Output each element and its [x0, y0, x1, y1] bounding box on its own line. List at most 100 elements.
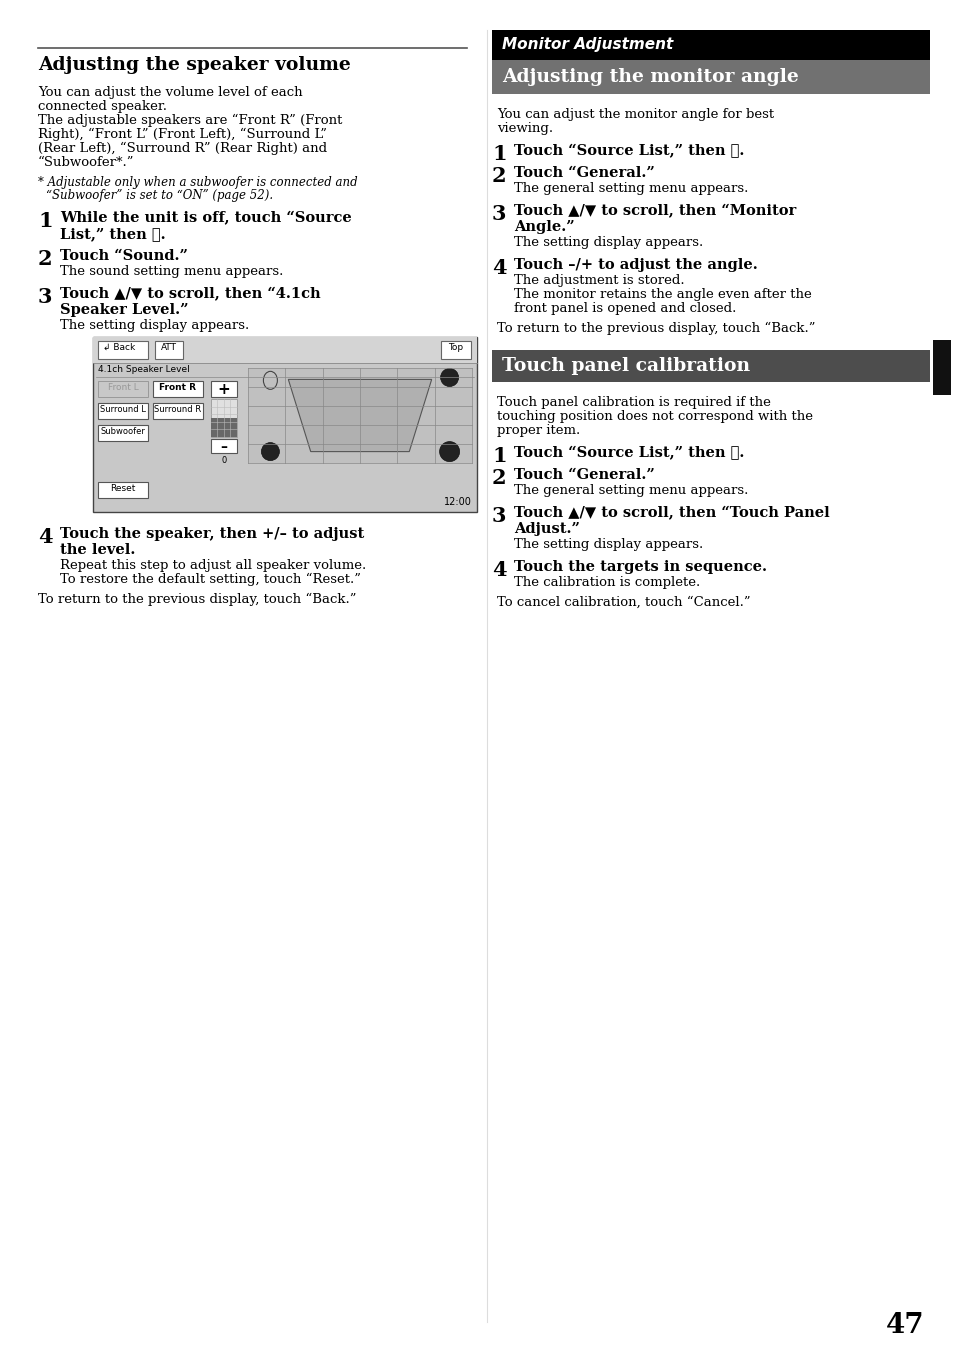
Text: Touch panel calibration: Touch panel calibration [501, 357, 749, 375]
Text: Top: Top [448, 343, 463, 352]
Bar [211, 418, 236, 437]
Text: The adjustment is stored.: The adjustment is stored. [514, 274, 684, 287]
Text: Touch panel calibration is required if the: Touch panel calibration is required if t… [497, 396, 770, 410]
Text: the level.: the level. [60, 544, 135, 557]
Text: 4.1ch Speaker Level: 4.1ch Speaker Level [98, 365, 190, 375]
Text: Front L: Front L [108, 383, 138, 392]
Text: Touch ▲/▼ to scroll, then “Touch Panel: Touch ▲/▼ to scroll, then “Touch Panel [514, 506, 829, 521]
Text: ATT: ATT [161, 343, 177, 352]
Text: “Subwoofer*.”: “Subwoofer*.” [38, 155, 134, 169]
Text: Right), “Front L” (Front Left), “Surround L”: Right), “Front L” (Front Left), “Surroun… [38, 128, 327, 141]
Text: 0: 0 [221, 456, 227, 465]
Bar [92, 337, 476, 512]
Text: You can adjust the monitor angle for best: You can adjust the monitor angle for bes… [497, 108, 773, 120]
Text: ↲ Back: ↲ Back [103, 343, 135, 352]
Text: The sound setting menu appears.: The sound setting menu appears. [60, 265, 283, 279]
Bar [154, 341, 183, 360]
Text: Touch ▲/▼ to scroll, then “4.1ch: Touch ▲/▼ to scroll, then “4.1ch [60, 287, 320, 301]
Text: 2: 2 [492, 166, 506, 187]
Text: The monitor retains the angle even after the: The monitor retains the angle even after… [514, 288, 811, 301]
Text: * Adjustable only when a subwoofer is connected and: * Adjustable only when a subwoofer is co… [38, 176, 357, 189]
Text: While the unit is off, touch “Source: While the unit is off, touch “Source [60, 211, 352, 226]
Text: 4: 4 [38, 527, 52, 548]
Text: List,” then ⎙.: List,” then ⎙. [60, 227, 166, 241]
Text: –: – [220, 439, 227, 454]
Text: Angle.”: Angle.” [514, 220, 574, 234]
Text: To return to the previous display, touch “Back.”: To return to the previous display, touch… [497, 322, 815, 335]
Text: viewing.: viewing. [497, 122, 553, 135]
Text: touching position does not correspond with the: touching position does not correspond wi… [497, 410, 812, 423]
Bar [152, 381, 203, 397]
Text: Touch –/+ to adjust the angle.: Touch –/+ to adjust the angle. [514, 258, 757, 272]
Text: Adjusting the speaker volume: Adjusting the speaker volume [38, 55, 351, 74]
Text: Touch “Source List,” then ⎙.: Touch “Source List,” then ⎙. [514, 145, 743, 158]
Text: The calibration is complete.: The calibration is complete. [514, 576, 700, 589]
Text: Touch the targets in sequence.: Touch the targets in sequence. [514, 560, 766, 575]
Text: Touch the speaker, then +/– to adjust: Touch the speaker, then +/– to adjust [60, 527, 364, 541]
Bar [440, 341, 471, 360]
Text: Speaker Level.”: Speaker Level.” [60, 303, 189, 316]
Text: Adjusting the monitor angle: Adjusting the monitor angle [501, 68, 798, 87]
Text: The setting display appears.: The setting display appears. [60, 319, 249, 333]
Bar [492, 30, 929, 59]
Bar [98, 483, 148, 498]
Text: 1: 1 [492, 446, 506, 466]
Text: connected speaker.: connected speaker. [38, 100, 167, 114]
Text: 1: 1 [38, 211, 52, 231]
Text: Subwoofer: Subwoofer [100, 427, 145, 435]
Bar [932, 339, 950, 395]
Bar [92, 337, 476, 362]
Text: To cancel calibration, touch “Cancel.”: To cancel calibration, touch “Cancel.” [497, 596, 750, 608]
Text: 4: 4 [492, 258, 506, 279]
Text: 12:00: 12:00 [444, 498, 472, 507]
Text: Touch “Sound.”: Touch “Sound.” [60, 249, 188, 264]
Text: “Subwoofer” is set to “ON” (page 52).: “Subwoofer” is set to “ON” (page 52). [46, 189, 273, 201]
Text: The general setting menu appears.: The general setting menu appears. [514, 183, 747, 195]
Text: Monitor Adjustment: Monitor Adjustment [501, 38, 673, 53]
Text: proper item.: proper item. [497, 425, 579, 437]
Text: Touch “General.”: Touch “General.” [514, 468, 654, 483]
Text: The setting display appears.: The setting display appears. [514, 538, 702, 552]
Text: 2: 2 [38, 249, 52, 269]
Text: To restore the default setting, touch “Reset.”: To restore the default setting, touch “R… [60, 573, 360, 587]
Text: Adjust.”: Adjust.” [514, 522, 579, 535]
Text: Surround L: Surround L [100, 406, 146, 414]
Text: +: + [217, 383, 230, 397]
Text: Front R: Front R [159, 383, 196, 392]
Bar [211, 399, 236, 437]
Text: 3: 3 [492, 204, 506, 224]
Text: 47: 47 [885, 1311, 924, 1338]
Text: 1: 1 [492, 145, 506, 164]
Text: Surround R: Surround R [154, 406, 201, 414]
Text: (Rear Left), “Surround R” (Rear Right) and: (Rear Left), “Surround R” (Rear Right) a… [38, 142, 327, 155]
Text: You can adjust the volume level of each: You can adjust the volume level of each [38, 87, 302, 99]
Polygon shape [288, 380, 431, 452]
Bar [98, 425, 148, 441]
Bar [98, 403, 148, 419]
Bar [211, 381, 236, 397]
Bar [98, 341, 148, 360]
Text: front panel is opened and closed.: front panel is opened and closed. [514, 301, 736, 315]
Bar [211, 439, 236, 453]
Text: To return to the previous display, touch “Back.”: To return to the previous display, touch… [38, 594, 356, 606]
Bar [152, 403, 203, 419]
Text: 2: 2 [492, 468, 506, 488]
Text: Touch ▲/▼ to scroll, then “Monitor: Touch ▲/▼ to scroll, then “Monitor [514, 204, 796, 218]
Text: The setting display appears.: The setting display appears. [514, 237, 702, 249]
Text: 3: 3 [38, 287, 52, 307]
Text: 3: 3 [492, 506, 506, 526]
Text: The general setting menu appears.: The general setting menu appears. [514, 484, 747, 498]
Text: The adjustable speakers are “Front R” (Front: The adjustable speakers are “Front R” (F… [38, 114, 342, 127]
Bar [492, 59, 929, 95]
Text: Touch “Source List,” then ⎙.: Touch “Source List,” then ⎙. [514, 446, 743, 460]
Text: Repeat this step to adjust all speaker volume.: Repeat this step to adjust all speaker v… [60, 558, 366, 572]
Bar [98, 381, 148, 397]
Circle shape [261, 442, 279, 461]
Text: 4: 4 [492, 560, 506, 580]
Bar [248, 368, 472, 462]
Bar [492, 350, 929, 383]
Ellipse shape [263, 372, 277, 389]
Text: Touch “General.”: Touch “General.” [514, 166, 654, 180]
Circle shape [440, 369, 458, 387]
Text: Reset: Reset [111, 484, 135, 493]
